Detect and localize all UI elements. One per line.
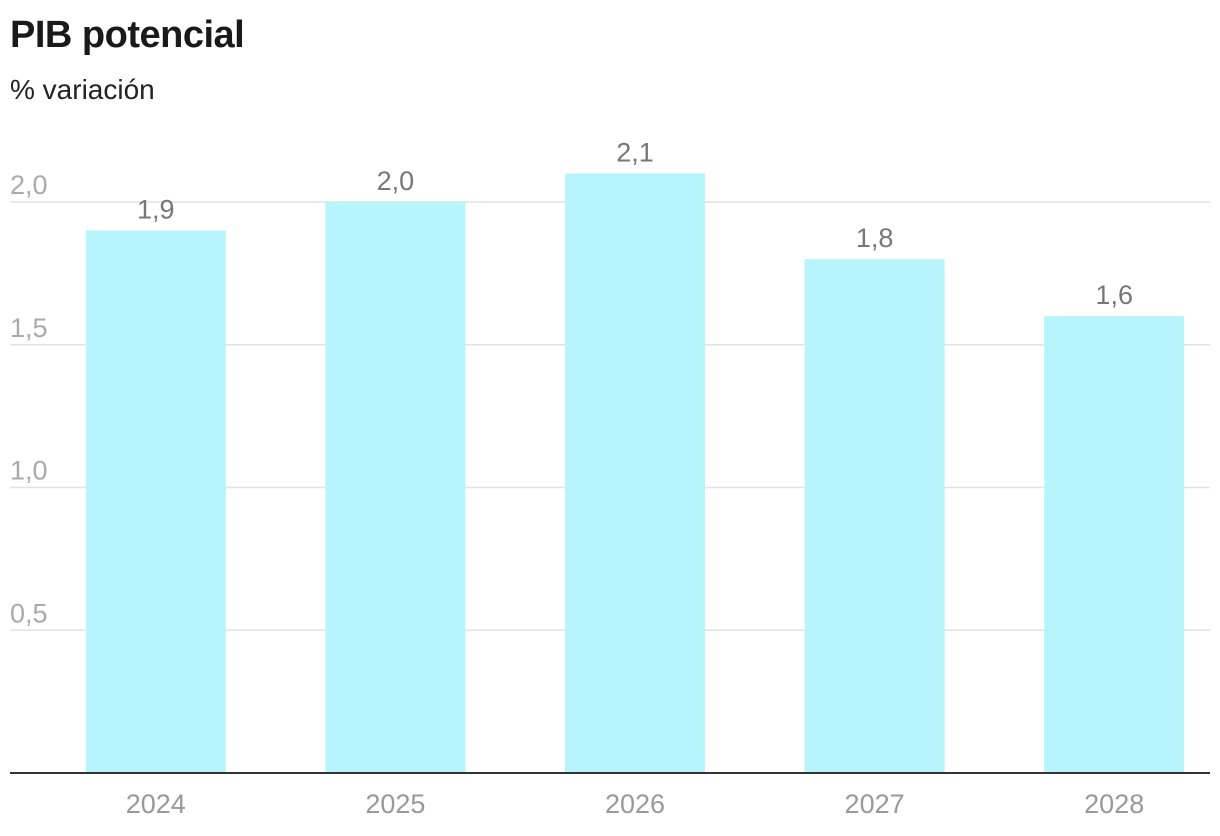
bar-2027 [804,259,945,774]
x-tick-label: 2027 [845,789,905,819]
y-tick-label: 2,0 [10,170,48,200]
value-label: 1,9 [137,195,175,225]
bar-2024 [85,230,226,774]
x-tick-label: 2028 [1084,789,1144,819]
labels: 0,5 1,0 1,5 2,0 1,9 2024 2,0 2025 2,1 2026 1,8 2027… [10,137,1144,819]
x-tick-label: 2025 [365,789,425,819]
x-tick-label: 2026 [605,789,665,819]
value-label: 1,6 [1095,280,1133,310]
value-label: 2,0 [377,166,415,196]
chart-title: PIB potencial [10,14,245,56]
y-tick-label: 0,5 [10,598,48,628]
bar-2025 [325,202,466,773]
chart-subtitle: % variación [10,74,155,105]
x-tick-label: 2024 [126,789,186,819]
bars [85,173,1185,774]
y-tick-label: 1,5 [10,313,48,343]
bar-2028 [1044,316,1185,773]
bar-2026 [565,173,705,773]
value-label: 1,8 [856,223,894,253]
y-tick-label: 1,0 [10,456,48,486]
value-label: 2,1 [616,137,654,167]
